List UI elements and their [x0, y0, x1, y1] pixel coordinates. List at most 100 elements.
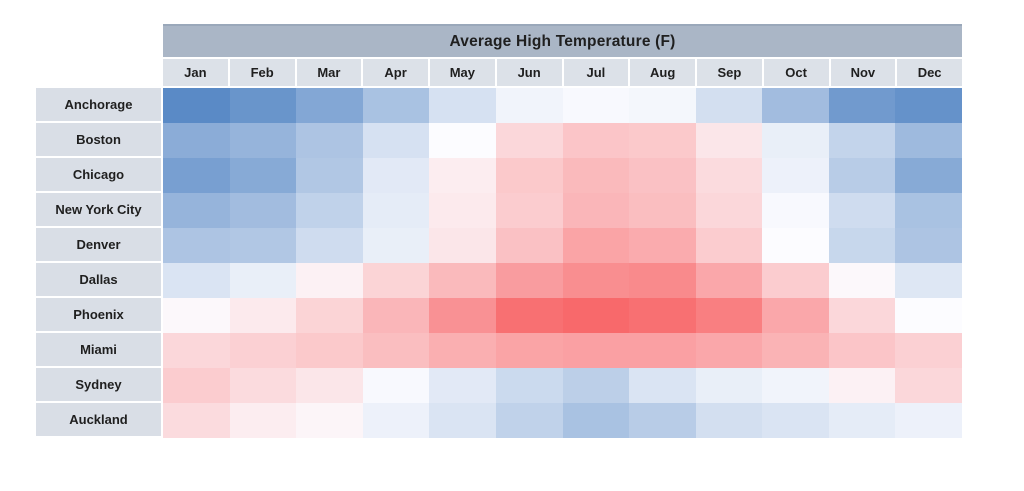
heat-cell-dallas-may — [429, 263, 496, 298]
heat-cell-chicago-may — [429, 158, 496, 193]
month-header-cell-mar: Mar — [296, 59, 362, 86]
heat-cell-denver-dec — [895, 228, 962, 263]
heat-cell-chicago-jun — [495, 158, 563, 193]
heat-cell-miami-jul — [562, 333, 630, 368]
heat-cell-boston-sep — [695, 123, 763, 158]
heat-cell-anchorage-jul — [562, 88, 630, 123]
heat-cell-phoenix-aug — [629, 298, 696, 333]
heat-cell-anchorage-sep — [695, 88, 763, 123]
month-header-cell-feb: Feb — [229, 59, 295, 86]
heat-cell-sydney-jan — [163, 368, 230, 403]
heat-cell-denver-jan — [163, 228, 230, 263]
heat-cell-dallas-jun — [495, 263, 563, 298]
heat-cell-chicago-feb — [229, 158, 297, 193]
heat-cell-sydney-may — [429, 368, 496, 403]
row-label-miami: Miami — [36, 333, 161, 366]
heat-cell-phoenix-jun — [495, 298, 563, 333]
heat-cell-sydney-jun — [495, 368, 563, 403]
heat-cell-chicago-oct — [762, 158, 829, 193]
heat-cell-boston-mar — [296, 123, 363, 158]
heat-cell-phoenix-nov — [828, 298, 896, 333]
month-header-cell-jan: Jan — [163, 59, 228, 86]
heat-cell-auckland-aug — [629, 403, 696, 438]
heat-cell-boston-jun — [495, 123, 563, 158]
heat-cell-sydney-oct — [762, 368, 829, 403]
month-header-cell-jun: Jun — [496, 59, 562, 86]
heat-cell-phoenix-dec — [895, 298, 962, 333]
heat-cell-denver-mar — [296, 228, 363, 263]
month-header-cell-apr: Apr — [363, 59, 428, 86]
heat-cell-boston-aug — [629, 123, 696, 158]
heat-cell-chicago-nov — [828, 158, 896, 193]
heat-cell-dallas-sep — [695, 263, 763, 298]
heat-cell-boston-nov — [828, 123, 896, 158]
row-label-sydney: Sydney — [36, 368, 161, 401]
heat-cell-sydney-mar — [296, 368, 363, 403]
month-header-cell-sep: Sep — [697, 59, 762, 86]
heat-cell-auckland-jul — [562, 403, 630, 438]
heat-cell-dallas-jan — [163, 263, 230, 298]
heat-cell-sydney-dec — [895, 368, 962, 403]
heat-cell-boston-oct — [762, 123, 829, 158]
heat-cell-denver-feb — [229, 228, 297, 263]
heat-cell-chicago-mar — [296, 158, 363, 193]
heat-cell-auckland-feb — [229, 403, 297, 438]
heat-cell-new-york-city-jun — [495, 193, 563, 228]
heat-cell-phoenix-may — [429, 298, 496, 333]
heat-cell-new-york-city-may — [429, 193, 496, 228]
heat-cell-new-york-city-aug — [629, 193, 696, 228]
heat-cell-sydney-apr — [362, 368, 430, 403]
heat-cell-chicago-jul — [562, 158, 630, 193]
heat-cell-dallas-nov — [828, 263, 896, 298]
heat-cell-sydney-feb — [229, 368, 297, 403]
heat-cell-phoenix-sep — [695, 298, 763, 333]
heat-cell-miami-jun — [495, 333, 563, 368]
heat-cell-sydney-nov — [828, 368, 896, 403]
heat-cell-anchorage-mar — [296, 88, 363, 123]
heat-cell-auckland-dec — [895, 403, 962, 438]
heat-cell-miami-jan — [163, 333, 230, 368]
heat-cell-chicago-sep — [695, 158, 763, 193]
heat-cell-miami-may — [429, 333, 496, 368]
heat-cell-denver-sep — [695, 228, 763, 263]
heat-cell-auckland-jan — [163, 403, 230, 438]
heat-cell-dallas-mar — [296, 263, 363, 298]
heat-cell-anchorage-feb — [229, 88, 297, 123]
heat-cell-dallas-oct — [762, 263, 829, 298]
heat-cell-boston-feb — [229, 123, 297, 158]
heat-cell-boston-dec — [895, 123, 962, 158]
heat-cell-anchorage-may — [429, 88, 496, 123]
heat-cell-new-york-city-apr — [362, 193, 430, 228]
row-label-denver: Denver — [36, 228, 161, 261]
row-label-new-york-city: New York City — [36, 193, 161, 226]
heat-cell-denver-may — [429, 228, 496, 263]
month-header-cell-oct: Oct — [763, 59, 829, 86]
heat-cell-phoenix-apr — [362, 298, 430, 333]
heat-cell-chicago-jan — [163, 158, 230, 193]
month-header-cell-may: May — [430, 59, 495, 86]
heat-cell-auckland-oct — [762, 403, 829, 438]
heatmap-grid — [163, 88, 962, 438]
heat-cell-auckland-nov — [828, 403, 896, 438]
heat-cell-phoenix-jan — [163, 298, 230, 333]
heat-cell-miami-dec — [895, 333, 962, 368]
heat-cell-denver-oct — [762, 228, 829, 263]
heat-cell-anchorage-aug — [629, 88, 696, 123]
month-header-cell-jul: Jul — [563, 59, 629, 86]
heat-cell-boston-apr — [362, 123, 430, 158]
heat-cell-auckland-apr — [362, 403, 430, 438]
month-header-cell-nov: Nov — [830, 59, 896, 86]
heat-cell-auckland-may — [429, 403, 496, 438]
heat-cell-denver-jun — [495, 228, 563, 263]
heat-cell-miami-apr — [362, 333, 430, 368]
heat-cell-boston-jul — [562, 123, 630, 158]
heat-cell-auckland-jun — [495, 403, 563, 438]
chart-title: Average High Temperature (F) — [163, 24, 962, 57]
row-label-phoenix: Phoenix — [36, 298, 161, 331]
month-header-cell-dec: Dec — [897, 59, 962, 86]
heat-cell-phoenix-oct — [762, 298, 829, 333]
heat-cell-auckland-sep — [695, 403, 763, 438]
heat-cell-dallas-jul — [562, 263, 630, 298]
heat-cell-denver-aug — [629, 228, 696, 263]
heat-cell-denver-nov — [828, 228, 896, 263]
